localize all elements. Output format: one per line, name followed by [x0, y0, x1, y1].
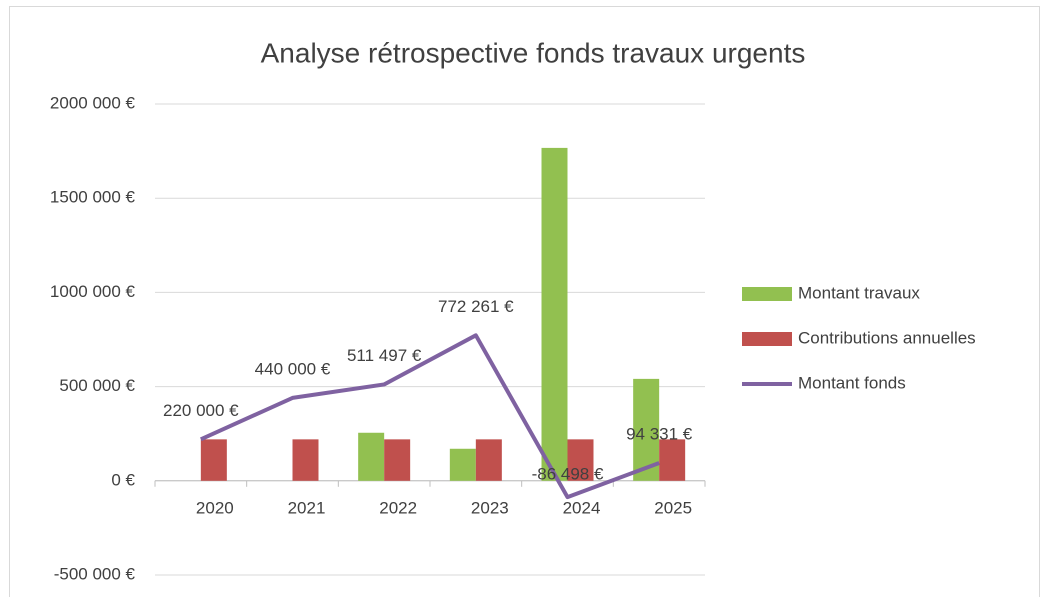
line	[200, 333, 660, 500]
bar	[659, 439, 686, 481]
y-tick-label: 500 000 €	[59, 376, 135, 395]
bar	[541, 147, 568, 481]
y-tick-label: 0 €	[111, 470, 135, 489]
data-label: -86 498 €	[532, 465, 604, 484]
legend-swatch	[742, 332, 792, 346]
legend-label: Montant travaux	[798, 283, 920, 302]
data-label: 511 497 €	[347, 346, 422, 365]
x-tick-label: 2024	[563, 498, 601, 517]
x-tick-label: 2021	[288, 498, 326, 517]
y-tick-label: 1000 000 €	[50, 282, 136, 301]
bar	[200, 439, 227, 481]
chart-title: Analyse rétrospective fonds travaux urge…	[261, 37, 806, 68]
x-tick-label: 2022	[379, 498, 417, 517]
y-tick-label: 2000 000 €	[50, 93, 136, 112]
data-label: 772 261 €	[438, 297, 514, 316]
data-label: 440 000 €	[255, 359, 331, 378]
x-tick-label: 2025	[654, 498, 692, 517]
chart-border	[9, 6, 1040, 597]
x-tick-label: 2023	[471, 498, 509, 517]
legend-swatch	[742, 287, 792, 301]
data-label: 94 331 €	[626, 425, 693, 444]
y-tick-label: 1500 000 €	[50, 188, 136, 207]
x-tick-label: 2020	[196, 498, 234, 517]
bar	[567, 439, 594, 481]
bar	[358, 432, 385, 481]
legend-label: Montant fonds	[798, 373, 906, 392]
bar	[449, 448, 476, 481]
data-label: 220 000 €	[163, 401, 239, 420]
y-tick-label: -500 000 €	[54, 564, 136, 583]
legend-label: Contributions annuelles	[798, 328, 976, 347]
bar	[292, 439, 319, 481]
bar	[384, 439, 411, 481]
bar	[475, 439, 502, 481]
